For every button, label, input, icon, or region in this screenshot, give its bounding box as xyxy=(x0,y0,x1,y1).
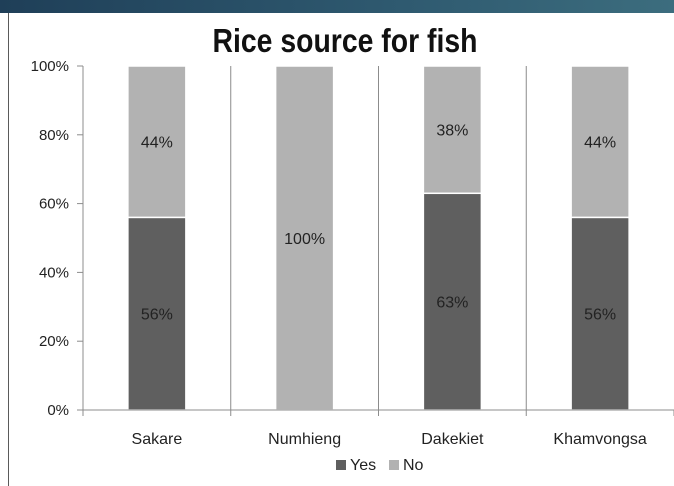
x-category-label: Numhieng xyxy=(268,431,341,448)
bar-segment-no xyxy=(127,65,187,219)
x-category-label: Dakekiet xyxy=(421,431,484,448)
y-tick-label: 60% xyxy=(39,196,69,213)
axes xyxy=(82,66,674,416)
grid-lines xyxy=(230,66,527,410)
y-axis-ticks: 0% 20% 40% 60% 80% 100% xyxy=(31,58,83,419)
y-tick-label: 100% xyxy=(31,58,69,75)
data-label: 63% xyxy=(436,295,468,312)
data-label: 38% xyxy=(436,123,468,140)
data-label: 56% xyxy=(584,307,616,324)
bar-segment-yes xyxy=(127,216,187,411)
data-label: 44% xyxy=(584,135,616,152)
data-label: 44% xyxy=(141,135,173,152)
y-tick-label: 0% xyxy=(47,402,69,419)
left-border-line xyxy=(8,13,9,486)
legend: Yes No xyxy=(336,457,424,474)
y-tick-label: 80% xyxy=(39,127,69,144)
bar-segment-no xyxy=(422,65,483,195)
chart-title: Rice source for fish xyxy=(212,22,478,59)
y-tick-label: 40% xyxy=(39,264,69,281)
bar-segment-no xyxy=(274,65,335,411)
x-category-label: Khamvongsa xyxy=(553,431,646,448)
x-axis-labels: Sakare Numhieng Dakekiet Khamvongsa xyxy=(132,431,647,448)
data-labels: 56% 44% 100% 63% 38% 56% 44% xyxy=(141,123,616,324)
bars xyxy=(127,65,630,411)
legend-label-yes: Yes xyxy=(350,457,376,474)
legend-swatch-yes xyxy=(336,460,346,470)
legend-label-no: No xyxy=(403,457,424,474)
x-category-label: Sakare xyxy=(132,431,183,448)
data-label: 100% xyxy=(284,231,325,248)
bar-segment-no xyxy=(570,65,630,219)
header-bar xyxy=(0,0,674,13)
data-label: 56% xyxy=(141,307,173,324)
legend-swatch-no xyxy=(389,460,399,470)
y-tick-label: 20% xyxy=(39,333,69,350)
bar-segment-yes xyxy=(422,192,483,411)
